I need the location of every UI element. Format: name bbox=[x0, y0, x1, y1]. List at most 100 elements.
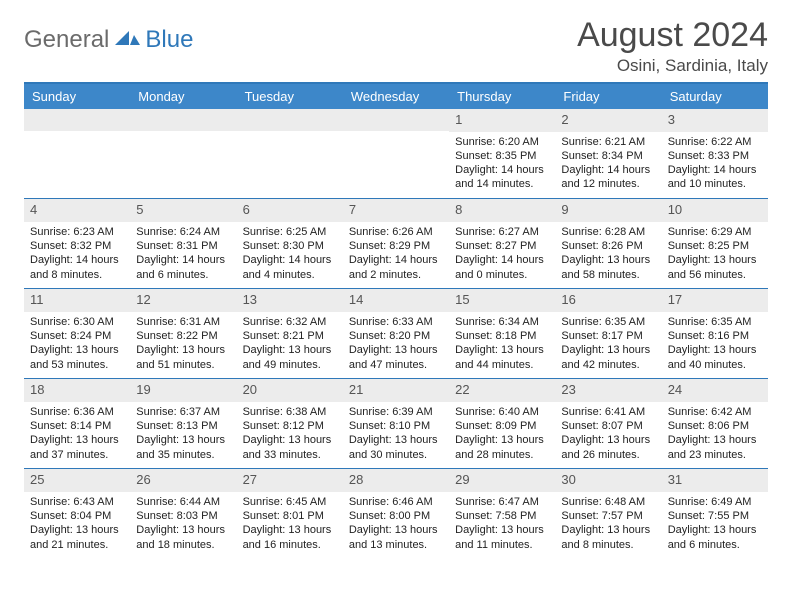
day-body: Sunrise: 6:20 AMSunset: 8:35 PMDaylight:… bbox=[449, 132, 555, 198]
day-number bbox=[343, 109, 449, 131]
sunrise-line: Sunrise: 6:30 AM bbox=[30, 315, 124, 329]
weekday-header: Sunday bbox=[24, 84, 130, 109]
week-row: 25Sunrise: 6:43 AMSunset: 8:04 PMDayligh… bbox=[24, 468, 768, 558]
page: General Blue August 2024 Osini, Sardinia… bbox=[0, 0, 792, 612]
sunrise-line: Sunrise: 6:46 AM bbox=[349, 495, 443, 509]
location: Osini, Sardinia, Italy bbox=[577, 56, 768, 76]
day-number: 6 bbox=[237, 199, 343, 222]
sunset-line: Sunset: 8:14 PM bbox=[30, 419, 124, 433]
weekday-header: Wednesday bbox=[343, 84, 449, 109]
day-number: 30 bbox=[555, 469, 661, 492]
sunrise-line: Sunrise: 6:34 AM bbox=[455, 315, 549, 329]
sunset-line: Sunset: 8:17 PM bbox=[561, 329, 655, 343]
day-body: Sunrise: 6:36 AMSunset: 8:14 PMDaylight:… bbox=[24, 402, 130, 468]
sunrise-line: Sunrise: 6:47 AM bbox=[455, 495, 549, 509]
day-cell: 8Sunrise: 6:27 AMSunset: 8:27 PMDaylight… bbox=[449, 199, 555, 288]
day-body: Sunrise: 6:34 AMSunset: 8:18 PMDaylight:… bbox=[449, 312, 555, 378]
day-number: 24 bbox=[662, 379, 768, 402]
daylight-line: Daylight: 13 hours and 18 minutes. bbox=[136, 523, 230, 552]
daylight-line: Daylight: 14 hours and 2 minutes. bbox=[349, 253, 443, 282]
sunrise-line: Sunrise: 6:31 AM bbox=[136, 315, 230, 329]
day-cell bbox=[130, 109, 236, 198]
day-number: 17 bbox=[662, 289, 768, 312]
week-row: 4Sunrise: 6:23 AMSunset: 8:32 PMDaylight… bbox=[24, 198, 768, 288]
daylight-line: Daylight: 13 hours and 53 minutes. bbox=[30, 343, 124, 372]
sunset-line: Sunset: 8:29 PM bbox=[349, 239, 443, 253]
brand-part-2: Blue bbox=[145, 26, 193, 54]
sunrise-line: Sunrise: 6:21 AM bbox=[561, 135, 655, 149]
day-cell: 31Sunrise: 6:49 AMSunset: 7:55 PMDayligh… bbox=[662, 469, 768, 558]
sunset-line: Sunset: 8:26 PM bbox=[561, 239, 655, 253]
day-body: Sunrise: 6:35 AMSunset: 8:16 PMDaylight:… bbox=[662, 312, 768, 378]
day-body: Sunrise: 6:27 AMSunset: 8:27 PMDaylight:… bbox=[449, 222, 555, 288]
sunset-line: Sunset: 8:21 PM bbox=[243, 329, 337, 343]
weekday-header: Tuesday bbox=[237, 84, 343, 109]
day-body: Sunrise: 6:42 AMSunset: 8:06 PMDaylight:… bbox=[662, 402, 768, 468]
sunrise-line: Sunrise: 6:29 AM bbox=[668, 225, 762, 239]
week-row: 11Sunrise: 6:30 AMSunset: 8:24 PMDayligh… bbox=[24, 288, 768, 378]
week-row: 18Sunrise: 6:36 AMSunset: 8:14 PMDayligh… bbox=[24, 378, 768, 468]
sunset-line: Sunset: 8:27 PM bbox=[455, 239, 549, 253]
daylight-line: Daylight: 13 hours and 30 minutes. bbox=[349, 433, 443, 462]
daylight-line: Daylight: 13 hours and 23 minutes. bbox=[668, 433, 762, 462]
day-number: 20 bbox=[237, 379, 343, 402]
sunset-line: Sunset: 7:58 PM bbox=[455, 509, 549, 523]
day-cell: 13Sunrise: 6:32 AMSunset: 8:21 PMDayligh… bbox=[237, 289, 343, 378]
sunset-line: Sunset: 8:22 PM bbox=[136, 329, 230, 343]
sunset-line: Sunset: 8:07 PM bbox=[561, 419, 655, 433]
day-number bbox=[237, 109, 343, 131]
day-cell: 25Sunrise: 6:43 AMSunset: 8:04 PMDayligh… bbox=[24, 469, 130, 558]
daylight-line: Daylight: 13 hours and 35 minutes. bbox=[136, 433, 230, 462]
sunset-line: Sunset: 8:13 PM bbox=[136, 419, 230, 433]
day-body: Sunrise: 6:29 AMSunset: 8:25 PMDaylight:… bbox=[662, 222, 768, 288]
day-number bbox=[130, 109, 236, 131]
day-number: 10 bbox=[662, 199, 768, 222]
day-number: 15 bbox=[449, 289, 555, 312]
day-body: Sunrise: 6:21 AMSunset: 8:34 PMDaylight:… bbox=[555, 132, 661, 198]
sunset-line: Sunset: 8:06 PM bbox=[668, 419, 762, 433]
day-body: Sunrise: 6:28 AMSunset: 8:26 PMDaylight:… bbox=[555, 222, 661, 288]
day-cell: 21Sunrise: 6:39 AMSunset: 8:10 PMDayligh… bbox=[343, 379, 449, 468]
daylight-line: Daylight: 13 hours and 40 minutes. bbox=[668, 343, 762, 372]
day-cell: 12Sunrise: 6:31 AMSunset: 8:22 PMDayligh… bbox=[130, 289, 236, 378]
day-cell bbox=[237, 109, 343, 198]
daylight-line: Daylight: 13 hours and 49 minutes. bbox=[243, 343, 337, 372]
day-cell: 5Sunrise: 6:24 AMSunset: 8:31 PMDaylight… bbox=[130, 199, 236, 288]
sunset-line: Sunset: 7:57 PM bbox=[561, 509, 655, 523]
day-cell: 3Sunrise: 6:22 AMSunset: 8:33 PMDaylight… bbox=[662, 109, 768, 198]
day-number: 8 bbox=[449, 199, 555, 222]
day-body: Sunrise: 6:47 AMSunset: 7:58 PMDaylight:… bbox=[449, 492, 555, 558]
day-body: Sunrise: 6:49 AMSunset: 7:55 PMDaylight:… bbox=[662, 492, 768, 558]
day-cell: 26Sunrise: 6:44 AMSunset: 8:03 PMDayligh… bbox=[130, 469, 236, 558]
brand-mark-icon bbox=[115, 25, 141, 52]
sunset-line: Sunset: 8:09 PM bbox=[455, 419, 549, 433]
day-cell: 16Sunrise: 6:35 AMSunset: 8:17 PMDayligh… bbox=[555, 289, 661, 378]
day-cell: 23Sunrise: 6:41 AMSunset: 8:07 PMDayligh… bbox=[555, 379, 661, 468]
day-cell: 1Sunrise: 6:20 AMSunset: 8:35 PMDaylight… bbox=[449, 109, 555, 198]
day-number: 5 bbox=[130, 199, 236, 222]
day-number: 4 bbox=[24, 199, 130, 222]
day-body: Sunrise: 6:40 AMSunset: 8:09 PMDaylight:… bbox=[449, 402, 555, 468]
day-number: 3 bbox=[662, 109, 768, 132]
daylight-line: Daylight: 13 hours and 56 minutes. bbox=[668, 253, 762, 282]
sunset-line: Sunset: 8:24 PM bbox=[30, 329, 124, 343]
sunrise-line: Sunrise: 6:39 AM bbox=[349, 405, 443, 419]
sunset-line: Sunset: 8:12 PM bbox=[243, 419, 337, 433]
daylight-line: Daylight: 13 hours and 28 minutes. bbox=[455, 433, 549, 462]
day-body: Sunrise: 6:41 AMSunset: 8:07 PMDaylight:… bbox=[555, 402, 661, 468]
sunrise-line: Sunrise: 6:38 AM bbox=[243, 405, 337, 419]
day-cell: 14Sunrise: 6:33 AMSunset: 8:20 PMDayligh… bbox=[343, 289, 449, 378]
daylight-line: Daylight: 13 hours and 26 minutes. bbox=[561, 433, 655, 462]
day-cell: 29Sunrise: 6:47 AMSunset: 7:58 PMDayligh… bbox=[449, 469, 555, 558]
sunset-line: Sunset: 8:30 PM bbox=[243, 239, 337, 253]
day-cell: 17Sunrise: 6:35 AMSunset: 8:16 PMDayligh… bbox=[662, 289, 768, 378]
day-body: Sunrise: 6:26 AMSunset: 8:29 PMDaylight:… bbox=[343, 222, 449, 288]
daylight-line: Daylight: 14 hours and 4 minutes. bbox=[243, 253, 337, 282]
day-cell: 30Sunrise: 6:48 AMSunset: 7:57 PMDayligh… bbox=[555, 469, 661, 558]
daylight-line: Daylight: 13 hours and 37 minutes. bbox=[30, 433, 124, 462]
brand-logo: General Blue bbox=[24, 26, 193, 54]
day-body: Sunrise: 6:35 AMSunset: 8:17 PMDaylight:… bbox=[555, 312, 661, 378]
day-number: 31 bbox=[662, 469, 768, 492]
sunrise-line: Sunrise: 6:40 AM bbox=[455, 405, 549, 419]
calendar: SundayMondayTuesdayWednesdayThursdayFrid… bbox=[24, 82, 768, 558]
